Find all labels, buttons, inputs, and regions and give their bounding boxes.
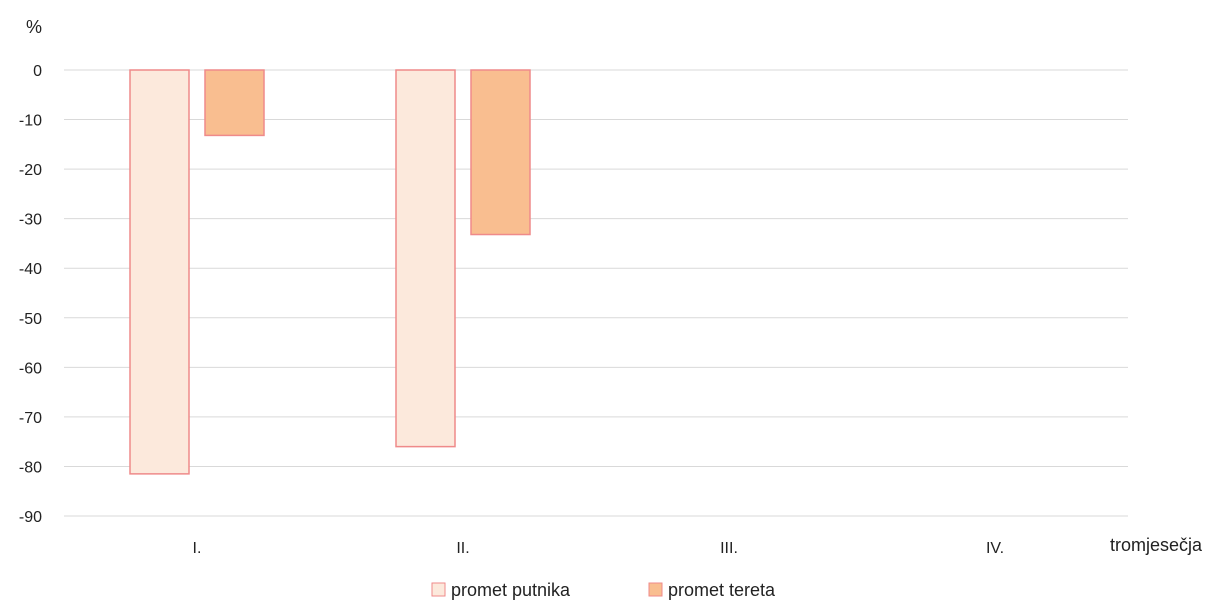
- bars: [129, 69, 531, 475]
- y-tick-label: -80: [19, 459, 42, 476]
- y-tick-label: -90: [19, 509, 42, 526]
- bar-promet-tereta-0: [204, 69, 265, 137]
- x-tick-label: III.: [720, 540, 738, 557]
- y-tick-label: -10: [19, 113, 42, 130]
- y-tick-label: -60: [19, 360, 42, 377]
- legend-swatch-promet-putnika: [431, 582, 446, 597]
- legend-label-promet-putnika: promet putnika: [451, 580, 571, 600]
- y-axis-label: %: [26, 17, 42, 37]
- x-tick-label: II.: [456, 540, 469, 557]
- legend-swatch-promet-tereta: [648, 582, 663, 597]
- y-tick-label: -30: [19, 212, 42, 229]
- x-tick-label: IV.: [986, 540, 1004, 557]
- x-tick-label: I.: [193, 540, 202, 557]
- y-tick-label: -70: [19, 410, 42, 427]
- y-tick-label: -20: [19, 162, 42, 179]
- x-axis-tick-labels: I. II. III. IV.: [193, 540, 1004, 557]
- y-tick-label: -50: [19, 311, 42, 328]
- y-tick-label: -40: [19, 261, 42, 278]
- bar-promet-tereta-1: [470, 69, 531, 236]
- bar-promet-putnika-0: [129, 69, 190, 475]
- legend: promet putnika promet tereta: [431, 580, 776, 600]
- gridlines: [64, 69, 1128, 517]
- legend-label-promet-tereta: promet tereta: [668, 580, 776, 600]
- y-axis-tick-labels: 0 -10 -20 -30 -40 -50 -60 -70 -80 -90: [19, 63, 42, 526]
- y-tick-label: 0: [33, 63, 42, 80]
- x-axis-label: tromjesečja: [1110, 535, 1203, 555]
- bar-promet-putnika-1: [395, 69, 456, 448]
